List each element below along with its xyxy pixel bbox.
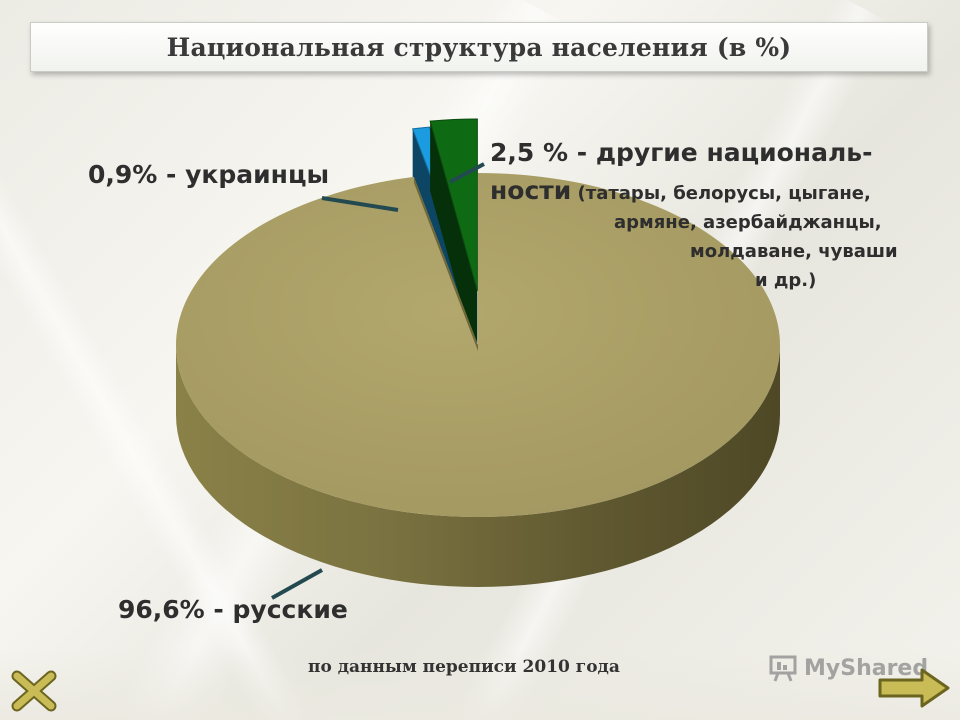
slice-label-russians: 96,6% - русские (118, 595, 348, 624)
pie-slice-others-wall (430, 121, 478, 361)
leader-line-ukr (321, 196, 399, 212)
slice-label-others-list: (татары, белорусы, цыгане, (571, 183, 871, 204)
leader-line-rus (271, 568, 323, 600)
arrow-right-icon (878, 668, 950, 708)
pie-slice-others (429, 118, 478, 292)
brand-text: MyShared (804, 655, 929, 681)
close-button[interactable] (8, 668, 60, 714)
slice-label-others-line1: 2,5 % - другие националь- (490, 138, 873, 167)
pie-slice-russians-cut (413, 176, 478, 351)
source-note: по данным переписи 2010 года (308, 657, 620, 677)
pie-slice-russians-side (176, 345, 780, 587)
leader-line-other (449, 162, 485, 184)
brand-logo: MyShared (768, 654, 928, 682)
next-slide-button[interactable] (876, 666, 952, 710)
close-x-icon (11, 670, 57, 712)
slice-label-others-line2: ности (татары, белорусы, цыгане, (490, 176, 871, 205)
slice-label-others-line5: и др.) (755, 270, 817, 291)
page-title: Национальная структура населения (в %) (166, 32, 792, 62)
slice-label-others-line3: армяне, азербайджанцы, (614, 212, 882, 233)
slice-label-others-word: ности (490, 176, 572, 205)
footer-band (0, 648, 960, 720)
title-box: Национальная структура населения (в %) (30, 22, 928, 72)
pie-slice-russians (176, 173, 781, 517)
slice-label-others-line4: молдаване, чуваши (690, 241, 898, 262)
slice-label-ukrainians: 0,9% - украинцы (88, 160, 330, 189)
presentation-icon (769, 655, 797, 682)
